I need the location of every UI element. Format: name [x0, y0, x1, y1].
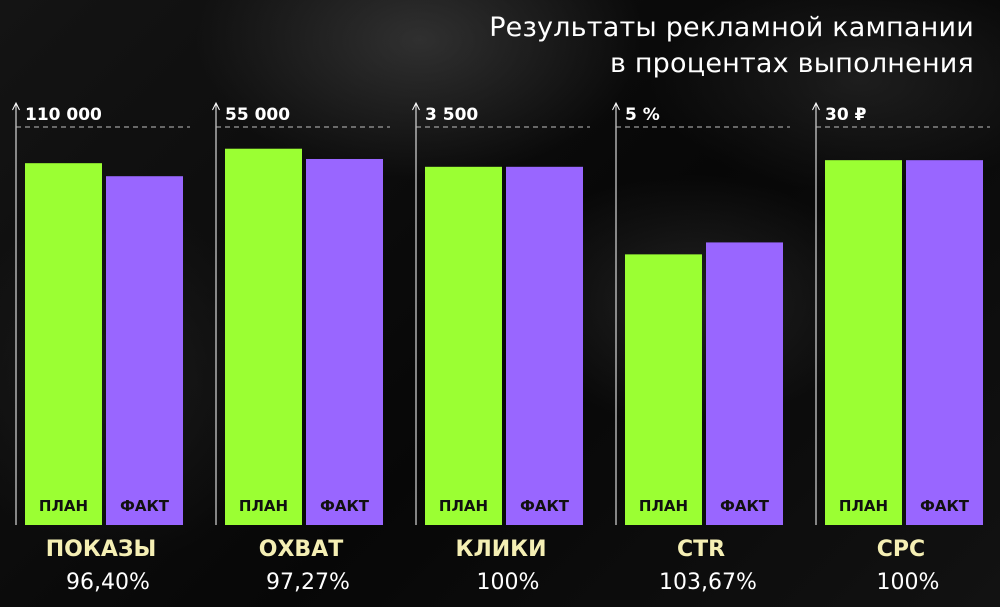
- plan-bar: [225, 148, 302, 525]
- fact-bar: [506, 166, 583, 526]
- percent-label: 97,27%: [266, 570, 350, 595]
- category-label: CTR: [676, 537, 726, 562]
- axis-max-label: 3 500: [425, 105, 478, 125]
- axis-max-label: 30 ₽: [825, 105, 867, 125]
- y-axis-arrow: [212, 101, 220, 111]
- percent-label: 103,67%: [659, 570, 757, 595]
- axis-max-label: 55 000: [225, 105, 290, 125]
- fact-bar: [706, 242, 783, 526]
- fact-bar-label: ФАКТ: [120, 497, 170, 515]
- plan-bar-label: ПЛАН: [839, 497, 888, 515]
- chart-title-line-2: в процентах выполнения: [609, 48, 974, 79]
- fact-bar: [906, 160, 983, 525]
- percent-label: 96,40%: [66, 570, 150, 595]
- fact-bar-label: ФАКТ: [520, 497, 570, 515]
- plan-bar: [825, 160, 902, 525]
- y-axis-arrow: [812, 101, 820, 111]
- plan-bar-label: ПЛАН: [439, 497, 488, 515]
- fact-bar-label: ФАКТ: [320, 497, 370, 515]
- chart-title-line-1: Результаты рекламной кампании: [489, 12, 974, 43]
- fact-bar: [106, 176, 183, 525]
- category-label: ПОКАЗЫ: [45, 537, 157, 562]
- fact-bar-label: ФАКТ: [720, 497, 770, 515]
- category-label: ОХВАТ: [258, 537, 344, 562]
- fact-bar-label: ФАКТ: [920, 497, 970, 515]
- y-axis-arrow: [412, 101, 420, 111]
- plan-bar: [425, 166, 502, 526]
- plan-bar-label: ПЛАН: [639, 497, 688, 515]
- y-axis-arrow: [12, 101, 20, 111]
- y-axis-arrow: [612, 101, 620, 111]
- plan-bar-label: ПЛАН: [239, 497, 288, 515]
- category-label: CPC: [876, 537, 926, 562]
- chart-title: Результаты рекламной кампании в процента…: [489, 10, 974, 82]
- plan-bar: [25, 163, 102, 525]
- fact-bar: [306, 158, 383, 525]
- axis-max-label: 110 000: [25, 105, 102, 125]
- axis-max-label: 5 %: [625, 105, 660, 125]
- percent-label: 100%: [876, 570, 940, 595]
- plan-bar-label: ПЛАН: [39, 497, 88, 515]
- plan-bar: [625, 254, 702, 526]
- category-label: КЛИКИ: [455, 537, 547, 562]
- percent-label: 100%: [476, 570, 540, 595]
